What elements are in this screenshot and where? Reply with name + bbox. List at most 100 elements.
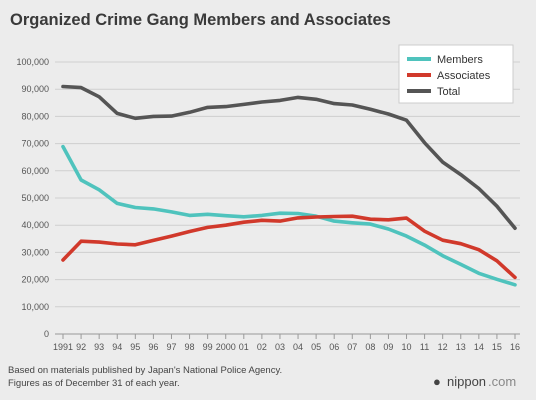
- data-point-members: [513, 283, 517, 286]
- data-point-associates: [224, 224, 227, 227]
- data-point-members: [242, 215, 245, 218]
- data-point-members: [387, 227, 390, 231]
- x-tick-label: 16: [510, 342, 520, 352]
- data-point-members: [423, 243, 426, 247]
- series-line-members: [61, 144, 517, 287]
- x-tick-label: 10: [402, 342, 412, 352]
- footnote-line1: Based on materials published by Japan's …: [8, 365, 282, 376]
- x-tick-label: 04: [293, 342, 303, 352]
- chart-title: Organized Crime Gang Members and Associa…: [10, 11, 391, 29]
- data-point-associates: [387, 218, 390, 221]
- data-point-associates: [97, 240, 101, 244]
- footnote-line2: Figures as of December 31 of each year.: [8, 378, 180, 389]
- data-point-total: [495, 204, 499, 208]
- y-tick-label: 50,000: [21, 193, 49, 203]
- data-point-members: [61, 145, 65, 148]
- data-point-associates: [351, 215, 354, 218]
- x-tick-label: 15: [492, 342, 502, 352]
- y-tick-label: 90,000: [21, 84, 49, 94]
- data-point-total: [333, 102, 336, 105]
- data-point-members: [260, 214, 264, 217]
- x-tick-label: 12: [438, 342, 448, 352]
- data-point-associates: [477, 248, 481, 251]
- data-point-total: [116, 112, 119, 115]
- data-point-total: [170, 114, 173, 118]
- data-point-members: [278, 212, 282, 215]
- data-point-members: [405, 234, 408, 238]
- x-tick-label: 05: [311, 342, 321, 352]
- logo-dot-icon: ●: [433, 374, 441, 389]
- data-point-associates: [242, 221, 245, 224]
- x-tick-label: 09: [383, 342, 393, 352]
- data-point-total: [188, 111, 191, 114]
- data-point-total: [405, 119, 408, 122]
- x-tick-label: 94: [112, 342, 122, 352]
- y-tick-label: 30,000: [21, 247, 49, 257]
- data-point-total: [423, 141, 426, 144]
- data-point-members: [477, 272, 481, 275]
- data-point-members: [441, 254, 444, 257]
- data-point-total: [441, 160, 444, 164]
- data-point-members: [134, 206, 137, 209]
- legend-label-total: Total: [437, 86, 460, 98]
- data-point-total: [61, 85, 65, 88]
- data-point-total: [513, 226, 517, 230]
- data-point-total: [278, 99, 282, 102]
- data-point-total: [242, 103, 245, 106]
- data-point-members: [79, 178, 83, 182]
- data-point-associates: [423, 229, 426, 233]
- series-lines: [61, 84, 517, 287]
- series-line-associates: [61, 214, 517, 280]
- data-point-members: [152, 207, 155, 211]
- data-point-associates: [333, 215, 336, 218]
- logo-suffix: .com: [488, 374, 516, 389]
- x-tick-label: 2000: [216, 342, 236, 352]
- x-tick-label: 02: [257, 342, 267, 352]
- y-tick-label: 40,000: [21, 220, 49, 230]
- series-line-total: [61, 84, 517, 230]
- data-point-members: [369, 222, 372, 226]
- y-tick-label: 70,000: [21, 139, 49, 149]
- data-point-associates: [116, 242, 119, 246]
- data-point-members: [495, 278, 499, 281]
- data-point-members: [170, 210, 173, 214]
- data-point-associates: [79, 240, 83, 243]
- x-tick-label: 13: [456, 342, 466, 352]
- data-point-associates: [405, 216, 408, 220]
- data-point-total: [97, 95, 101, 99]
- x-tick-label: 07: [347, 342, 357, 352]
- data-point-total: [387, 112, 390, 116]
- x-tick-label: 99: [203, 342, 213, 352]
- data-point-members: [333, 219, 336, 223]
- data-point-associates: [61, 258, 65, 262]
- y-axis: 0 10,000 20,000 30,000 40,000 50,000 60,000 70,…: [16, 57, 49, 339]
- data-point-members: [116, 202, 119, 205]
- data-point-associates: [441, 238, 444, 242]
- legend-label-members: Members: [437, 54, 483, 66]
- data-point-members: [206, 213, 209, 216]
- y-tick-label: 0: [44, 329, 49, 339]
- legend: Members Associates Total: [398, 44, 514, 104]
- y-tick-label: 10,000: [21, 302, 49, 312]
- data-point-associates: [206, 226, 209, 229]
- y-tick-label: 100,000: [16, 57, 49, 67]
- data-point-total: [351, 103, 354, 107]
- data-point-total: [296, 96, 300, 99]
- data-point-total: [459, 173, 462, 176]
- logo-text: nippon: [447, 374, 486, 389]
- data-point-members: [351, 221, 354, 224]
- x-tick-label: 98: [185, 342, 195, 352]
- x-tick-label: 11: [420, 342, 429, 352]
- data-point-associates: [278, 219, 282, 223]
- y-tick-label: 80,000: [21, 111, 49, 121]
- data-point-associates: [152, 239, 155, 242]
- data-point-associates: [134, 243, 137, 246]
- data-point-total: [260, 100, 264, 104]
- x-tick-label: 14: [474, 342, 484, 352]
- data-point-associates: [513, 276, 517, 279]
- data-point-associates: [170, 234, 173, 238]
- data-point-members: [296, 212, 300, 215]
- data-point-associates: [314, 215, 318, 219]
- data-point-members: [188, 214, 191, 217]
